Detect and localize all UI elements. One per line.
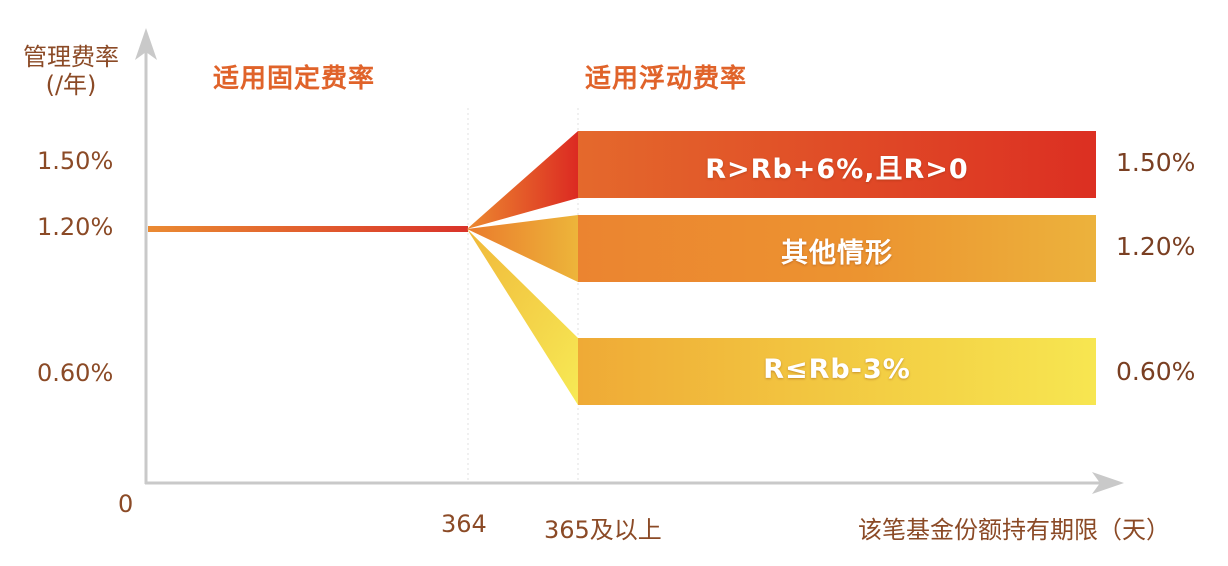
y-axis-title-line1: 管理费率 [23,43,119,71]
band-mid [578,215,1096,282]
y-axis-title-line2: (/年) [45,70,97,99]
band-low-rate: 0.60% [1116,357,1196,386]
x-tick-364: 364 [441,510,487,538]
y-axis-title: 管理费率 (/年) [6,43,136,99]
band-low [578,338,1096,405]
y-axis-arrow-icon [135,28,157,60]
x-axis-title: 该笔基金份额持有期限（天） [858,516,1170,544]
y-tick-0-60: 0.60% [37,359,114,387]
section-title-fixed: 适用固定费率 [213,64,376,94]
fixed-rate-line [148,226,468,232]
fan-high [467,131,578,229]
band-high [578,131,1096,198]
y-tick-1-50: 1.50% [37,147,114,175]
band-high-label: R>Rb+6%,且R>0 [705,154,969,185]
band-low-label: R≤Rb-3% [763,354,911,385]
band-mid-label: 其他情形 [781,238,893,269]
y-tick-1-20: 1.20% [37,213,114,241]
x-axis-arrow-icon [1092,472,1124,494]
fan-mid [467,215,578,282]
band-mid-rate: 1.20% [1116,232,1196,261]
band-high-rate: 1.50% [1116,148,1196,177]
fan-low [467,229,578,405]
section-title-floating: 适用浮动费率 [585,64,748,94]
x-tick-365-plus: 365及以上 [544,516,662,544]
x-tick-0: 0 [118,490,134,518]
